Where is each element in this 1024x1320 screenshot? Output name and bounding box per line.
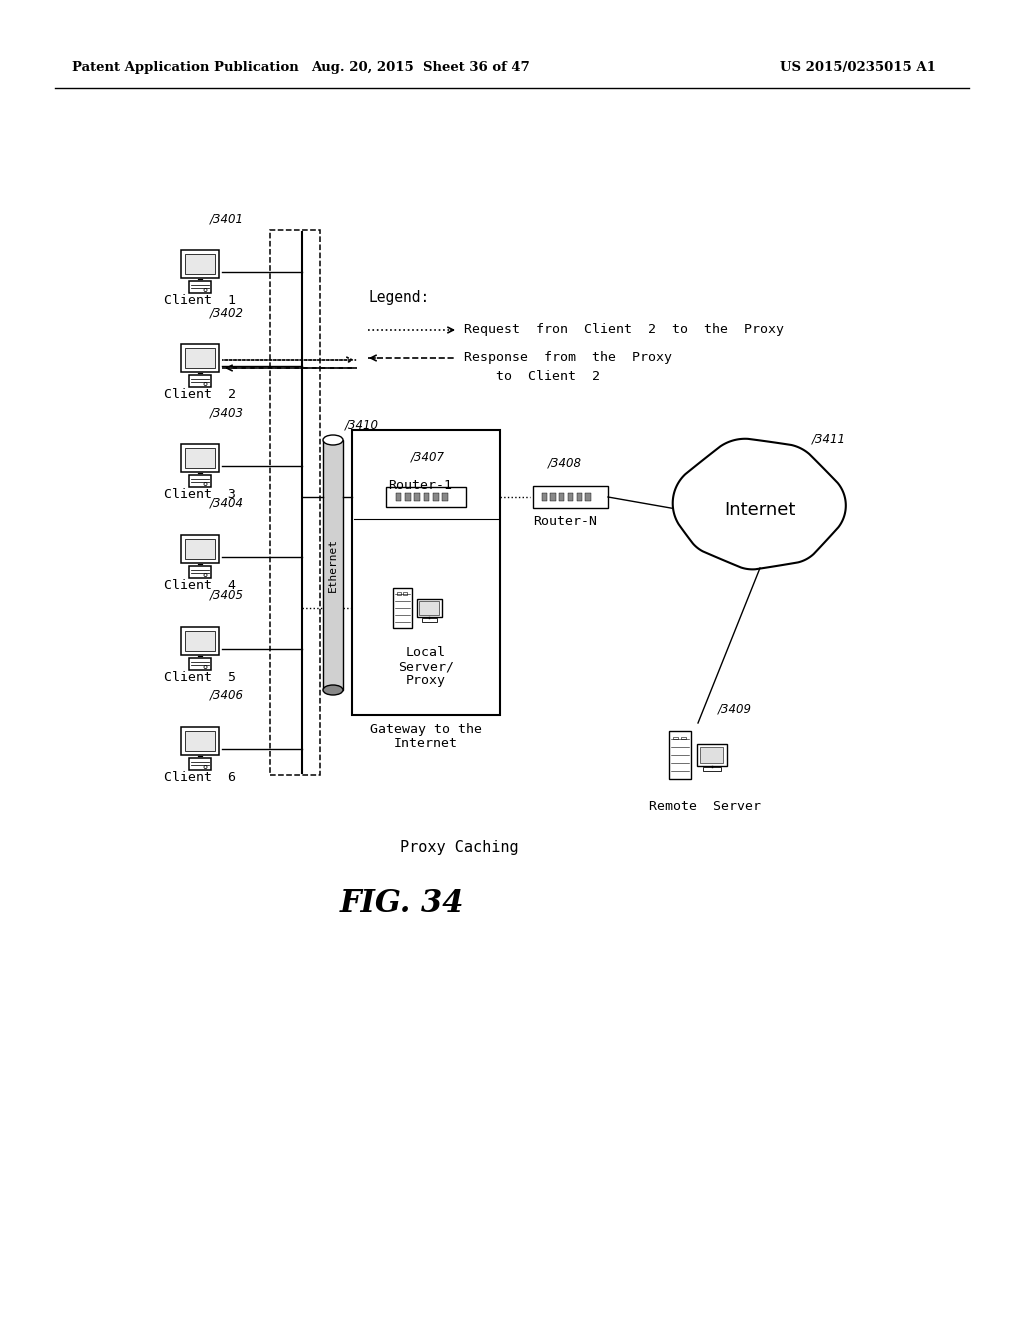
Bar [702,767,721,771]
Bar [386,487,466,507]
Text: /3404: /3404 [210,498,244,510]
Text: Client  2: Client 2 [164,388,236,401]
Bar [270,230,319,775]
Bar [567,492,573,502]
Bar [185,539,215,558]
Bar [433,492,438,502]
Bar [185,253,215,273]
Text: to  Client  2: to Client 2 [464,370,600,383]
Text: /3405: /3405 [210,589,244,602]
Circle shape [204,289,207,292]
Bar [189,566,211,578]
Text: /3409: /3409 [718,702,752,715]
Bar [542,492,547,502]
Text: Router-N: Router-N [534,515,597,528]
Bar [532,486,607,508]
Bar [559,492,564,502]
Bar [424,492,429,502]
Text: /3411: /3411 [812,432,846,445]
Text: /3402: /3402 [210,306,244,319]
Bar [185,631,215,651]
Text: Ethernet: Ethernet [328,539,338,591]
Text: Aug. 20, 2015  Sheet 36 of 47: Aug. 20, 2015 Sheet 36 of 47 [310,61,529,74]
Bar [189,475,211,487]
Text: Internet: Internet [724,502,796,519]
Bar [352,430,500,715]
Circle shape [204,665,207,669]
Bar [577,492,582,502]
Bar [696,744,727,766]
Circle shape [204,383,207,385]
Text: Response  from  the  Proxy: Response from the Proxy [464,351,672,364]
Bar [181,627,219,655]
Text: Router-1: Router-1 [388,479,452,492]
Text: /3410: /3410 [345,418,379,432]
Text: Internet: Internet [394,737,458,750]
Circle shape [204,573,207,577]
Text: /3403: /3403 [210,407,244,418]
Text: /3401: /3401 [210,213,244,224]
Text: Legend:: Legend: [368,290,429,305]
Circle shape [204,766,207,768]
Bar [323,440,343,690]
Bar [181,444,219,471]
Bar [189,659,211,671]
Polygon shape [673,438,846,569]
Ellipse shape [323,685,343,696]
Bar [586,492,591,502]
Bar [397,593,400,595]
Ellipse shape [323,436,343,445]
Text: Remote  Server: Remote Server [649,800,761,813]
Text: Client  5: Client 5 [164,671,236,684]
Bar [185,447,215,467]
Bar [403,593,408,595]
Bar [185,730,215,751]
Bar [404,492,411,502]
Text: Patent Application Publication: Patent Application Publication [72,61,299,74]
Text: Request  fron  Client  2  to  the  Proxy: Request fron Client 2 to the Proxy [464,323,784,337]
Text: Local: Local [406,645,446,659]
Text: FIG. 34: FIG. 34 [340,888,465,919]
Bar [181,535,219,562]
Text: /3406: /3406 [210,689,244,702]
Text: Proxy: Proxy [406,675,446,686]
Bar [420,602,439,615]
Bar [181,249,219,277]
Bar [674,737,678,739]
Text: /3407: /3407 [411,451,445,465]
Bar [417,599,442,618]
Bar [181,726,219,755]
Bar [681,737,685,739]
Bar [189,281,211,293]
Circle shape [204,483,207,486]
Text: Server/: Server/ [398,660,454,673]
Bar [550,492,555,502]
Text: Client  1: Client 1 [164,294,236,308]
Bar [181,343,219,372]
Text: Client  3: Client 3 [164,488,236,502]
Text: Proxy Caching: Proxy Caching [400,840,518,855]
Bar [699,747,723,763]
Bar [669,731,691,779]
Bar [189,758,211,770]
Bar [442,492,447,502]
Bar [185,347,215,368]
Bar [189,375,211,387]
Bar [393,587,412,628]
Bar [395,492,401,502]
Bar [422,618,437,622]
Bar [415,492,420,502]
Text: Client  4: Client 4 [164,579,236,591]
Text: /3408: /3408 [548,455,582,469]
Text: Client  6: Client 6 [164,771,236,784]
Text: US 2015/0235015 A1: US 2015/0235015 A1 [780,61,936,74]
Text: Gateway to the: Gateway to the [370,723,482,737]
